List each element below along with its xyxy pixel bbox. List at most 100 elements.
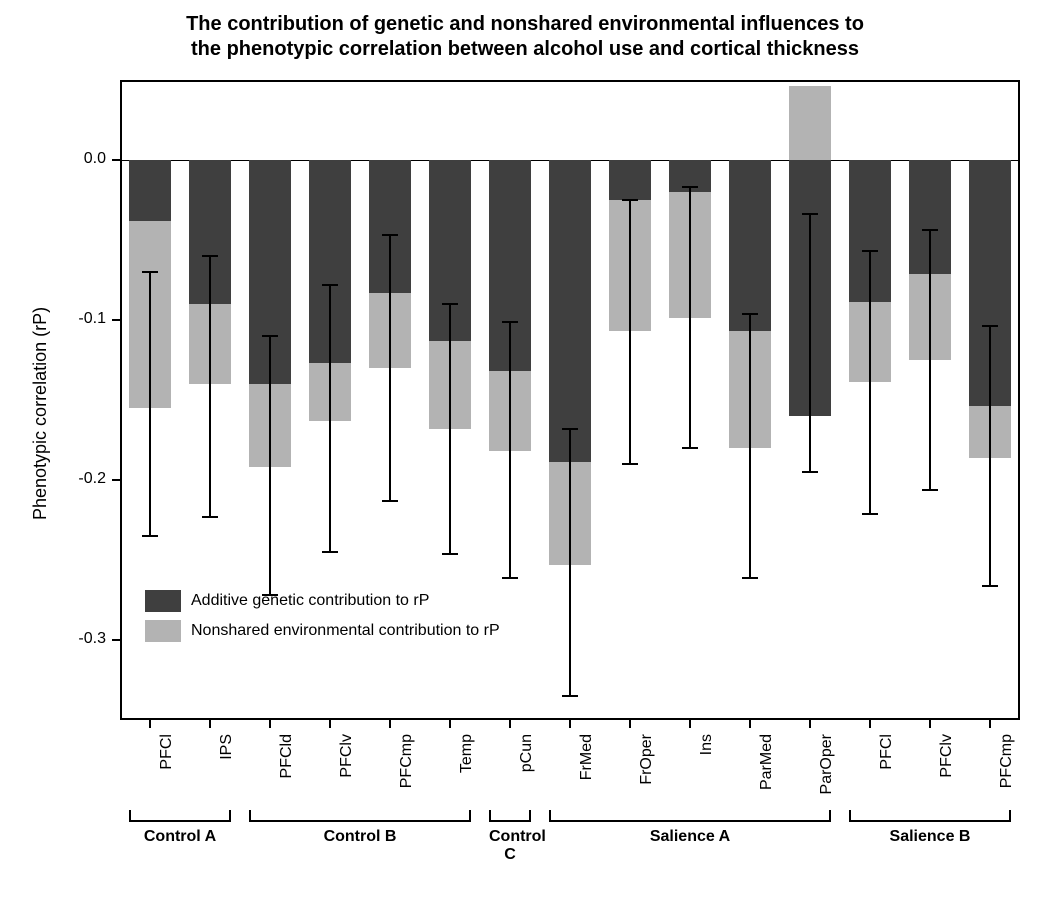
group-bracket-end <box>229 810 231 820</box>
group-bracket-end <box>489 810 491 820</box>
x-category-label: ParMed <box>758 734 776 834</box>
x-category-label: PFCl <box>158 734 176 834</box>
group-bracket <box>849 820 1011 822</box>
legend-label: Nonshared environmental contribution to … <box>191 622 500 640</box>
errorbar-cap-lo <box>802 471 818 473</box>
x-category-label: PFCmp <box>398 734 416 834</box>
errorbar-line <box>929 230 931 489</box>
legend-swatch <box>145 620 181 642</box>
ytick-label: -0.3 <box>0 630 106 648</box>
legend-label: Additive genetic contribution to rP <box>191 592 429 610</box>
errorbar-line <box>389 235 391 501</box>
xtick-mark <box>689 720 691 728</box>
errorbar-line <box>209 256 211 517</box>
errorbar-cap-hi <box>202 255 218 257</box>
x-category-label: Temp <box>458 734 476 834</box>
x-category-label: FrOper <box>638 734 656 834</box>
errorbar-line <box>749 314 751 578</box>
errorbar-cap-hi <box>862 250 878 252</box>
group-label: Salience B <box>849 828 1011 846</box>
errorbar-cap-lo <box>322 551 338 553</box>
ytick-label: -0.2 <box>0 470 106 488</box>
x-category-label: Ins <box>698 734 716 834</box>
errorbar-line <box>329 285 331 552</box>
errorbar-line <box>509 322 511 578</box>
legend-swatch <box>145 590 181 612</box>
errorbar-line <box>569 429 571 696</box>
errorbar-cap-lo <box>202 516 218 518</box>
errorbar-cap-hi <box>562 428 578 430</box>
errorbar-line <box>629 200 631 464</box>
group-bracket-end <box>529 810 531 820</box>
errorbar-cap-hi <box>502 321 518 323</box>
errorbar-cap-hi <box>322 284 338 286</box>
errorbar-cap-hi <box>262 335 278 337</box>
xtick-mark <box>209 720 211 728</box>
ytick-mark <box>112 159 120 161</box>
errorbar-cap-hi <box>922 229 938 231</box>
ytick-mark <box>112 479 120 481</box>
group-bracket-end <box>849 810 851 820</box>
xtick-mark <box>809 720 811 728</box>
group-bracket-end <box>829 810 831 820</box>
errorbar-cap-lo <box>982 585 998 587</box>
x-category-label: PFCld <box>278 734 296 834</box>
errorbar-cap-hi <box>442 303 458 305</box>
x-category-label: PFCl <box>878 734 896 834</box>
group-bracket <box>549 820 831 822</box>
errorbar-cap-lo <box>382 500 398 502</box>
x-category-label: PFClv <box>338 734 356 834</box>
xtick-mark <box>149 720 151 728</box>
group-label: Salience A <box>549 828 831 846</box>
xtick-mark <box>329 720 331 728</box>
bar-additive <box>549 160 591 462</box>
group-bracket-end <box>129 810 131 820</box>
errorbar-line <box>449 304 451 554</box>
xtick-mark <box>449 720 451 728</box>
xtick-mark <box>389 720 391 728</box>
errorbar-cap-lo <box>502 577 518 579</box>
errorbar-cap-lo <box>682 447 698 449</box>
x-category-label: PFClv <box>938 734 956 834</box>
errorbar-line <box>869 251 871 513</box>
bar-additive <box>129 160 171 221</box>
x-category-label: IPS <box>218 734 236 834</box>
errorbar-cap-hi <box>802 213 818 215</box>
chart-title: The contribution of genetic and nonshare… <box>0 12 1050 62</box>
errorbar-cap-hi <box>382 234 398 236</box>
group-bracket <box>129 820 231 822</box>
errorbar-line <box>689 187 691 448</box>
x-category-label: PFCmp <box>998 734 1016 834</box>
group-label: Control A <box>129 828 231 846</box>
errorbar-cap-hi <box>622 199 638 201</box>
figure: The contribution of genetic and nonshare… <box>0 0 1050 905</box>
errorbar-cap-lo <box>862 513 878 515</box>
xtick-mark <box>629 720 631 728</box>
ytick-label: -0.1 <box>0 310 106 328</box>
group-bracket-end <box>1009 810 1011 820</box>
bar-additive <box>729 160 771 331</box>
bar-additive <box>609 160 651 200</box>
errorbar-line <box>149 272 151 536</box>
xtick-mark <box>929 720 931 728</box>
errorbar-cap-hi <box>682 186 698 188</box>
ytick-mark <box>112 319 120 321</box>
ytick-mark <box>112 639 120 641</box>
errorbar-line <box>809 214 811 472</box>
xtick-mark <box>509 720 511 728</box>
xtick-mark <box>569 720 571 728</box>
group-bracket-end <box>469 810 471 820</box>
errorbar-line <box>269 336 271 595</box>
errorbar-cap-lo <box>922 489 938 491</box>
xtick-mark <box>989 720 991 728</box>
group-label: Control C <box>489 828 531 864</box>
errorbar-cap-lo <box>622 463 638 465</box>
errorbar-cap-hi <box>742 313 758 315</box>
group-bracket-end <box>249 810 251 820</box>
xtick-mark <box>869 720 871 728</box>
errorbar-cap-hi <box>142 271 158 273</box>
errorbar-cap-hi <box>982 325 998 327</box>
xtick-mark <box>269 720 271 728</box>
group-bracket-end <box>549 810 551 820</box>
ytick-label: 0.0 <box>0 150 106 168</box>
